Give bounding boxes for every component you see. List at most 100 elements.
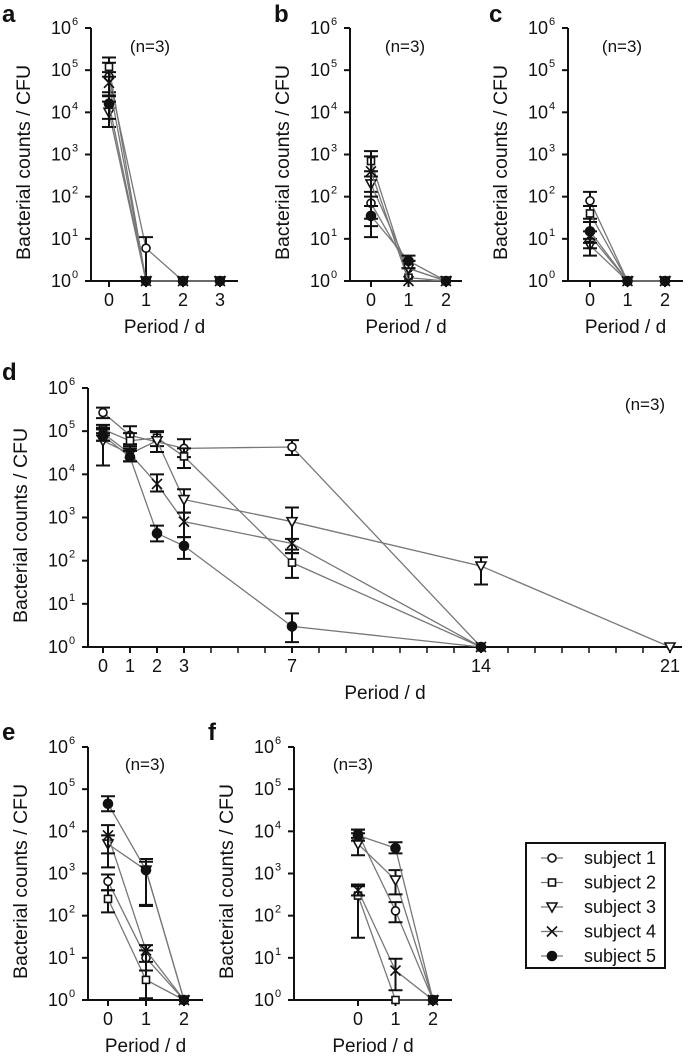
x-tick-label: 1	[403, 290, 413, 310]
y-tick-label: 10	[48, 508, 68, 528]
y-tick-label: 10	[48, 990, 68, 1010]
y-tick-label: 10	[310, 102, 330, 122]
y-tick-exponent: 6	[69, 735, 75, 747]
y-tick-exponent: 3	[69, 506, 75, 518]
panel-letter: c	[489, 1, 502, 28]
y-tick-exponent: 4	[331, 100, 337, 112]
y-tick-label: 10	[48, 421, 68, 441]
open-circle-marker	[390, 906, 401, 916]
legend-entry: subject 4	[541, 922, 656, 942]
series-line	[102, 428, 482, 648]
x-tick-label: 2	[441, 290, 451, 310]
y-tick-exponent: 1	[69, 946, 75, 958]
x-tick-label: 2	[428, 1009, 438, 1029]
series-subject-4	[101, 824, 190, 1006]
x-tick-label: 21	[660, 656, 680, 676]
y-tick-exponent: 3	[72, 143, 78, 155]
y-tick-exponent: 2	[275, 904, 281, 916]
filled-circle-marker	[178, 540, 190, 552]
x-axis-label: Period / d	[105, 1036, 186, 1057]
y-tick-exponent: 4	[549, 100, 555, 112]
y-tick-label: 10	[254, 864, 274, 884]
y-tick-label: 10	[528, 187, 548, 207]
error-bar	[177, 511, 191, 539]
filled-circle-marker	[440, 275, 452, 287]
series-subject-5	[102, 95, 226, 287]
open-circle-marker	[547, 853, 557, 863]
series-subject-5	[583, 221, 671, 287]
x-axis-label: Period / d	[585, 317, 666, 338]
y-tick-label: 10	[48, 821, 68, 841]
y-tick-exponent: 4	[72, 100, 78, 112]
y-tick-exponent: 1	[72, 227, 78, 239]
filled-circle-marker	[102, 798, 114, 810]
filled-circle-marker	[475, 641, 487, 653]
y-tick-exponent: 2	[549, 185, 555, 197]
cross-marker	[140, 944, 152, 956]
filled-circle-marker	[403, 255, 414, 267]
x-tick-label: 14	[471, 656, 491, 676]
series-line	[589, 244, 665, 282]
x-tick-label: 0	[104, 290, 114, 310]
filled-circle-marker	[622, 275, 633, 287]
filled-circle-marker	[546, 950, 558, 962]
series-line	[589, 200, 665, 282]
open-square-marker	[391, 995, 400, 1005]
y-tick-label: 10	[48, 948, 68, 968]
error-bar	[139, 969, 153, 1000]
x-axis-label: Period / d	[344, 683, 425, 704]
y-tick-exponent: 6	[69, 376, 75, 388]
filled-circle-marker	[352, 830, 364, 841]
sample-size-annotation: (n=3)	[602, 37, 642, 56]
open-square-marker	[547, 878, 557, 887]
filled-circle-marker	[427, 994, 439, 1006]
open-triangle-down-marker	[389, 875, 402, 887]
y-tick-label: 10	[528, 229, 548, 249]
filled-circle-marker	[365, 210, 377, 222]
y-tick-exponent: 1	[275, 946, 281, 958]
y-tick-exponent: 1	[331, 227, 337, 239]
y-tick-exponent: 4	[69, 819, 75, 831]
series-line	[108, 76, 220, 282]
y-tick-label: 10	[48, 906, 68, 926]
series-subject-2	[102, 56, 225, 286]
x-tick-label: 2	[179, 1009, 189, 1029]
y-tick-label: 10	[48, 594, 68, 614]
y-axis-label: Bacterial counts / CFU	[13, 65, 35, 260]
open-circle-marker	[103, 876, 113, 887]
open-square-marker	[179, 452, 189, 461]
y-tick-label: 10	[48, 779, 68, 799]
series-subject-4	[102, 71, 226, 287]
series-subject-5	[351, 828, 439, 1006]
y-tick-exponent: 5	[549, 58, 555, 70]
open-triangle-down-marker	[150, 435, 164, 448]
y-tick-exponent: 1	[69, 592, 75, 604]
y-axis-label: Bacterial counts / CFU	[490, 65, 512, 260]
y-tick-label: 10	[528, 18, 548, 38]
y-tick-label: 10	[48, 864, 68, 884]
series-line	[108, 103, 220, 282]
y-tick-label: 10	[310, 18, 330, 38]
open-square-marker	[104, 62, 114, 72]
y-tick-label: 10	[254, 779, 274, 799]
y-tick-exponent: 0	[549, 269, 555, 281]
panel-letter: b	[274, 1, 289, 28]
panel-letter: f	[208, 719, 217, 746]
x-tick-label: 1	[622, 290, 632, 310]
open-triangle-down-marker	[663, 642, 677, 654]
open-circle-marker	[98, 407, 108, 418]
y-tick-exponent: 5	[331, 58, 337, 70]
panel-letter: e	[2, 719, 15, 746]
filled-circle-marker	[103, 98, 115, 110]
error-bar	[388, 957, 403, 992]
open-circle-marker	[287, 442, 297, 452]
open-triangle-down-marker	[474, 561, 488, 573]
legend-label: subject 5	[584, 946, 656, 966]
cross-marker	[546, 925, 558, 938]
sample-size-annotation: (n=3)	[625, 395, 665, 414]
y-tick-label: 10	[528, 145, 548, 165]
series-subject-1	[102, 61, 225, 286]
